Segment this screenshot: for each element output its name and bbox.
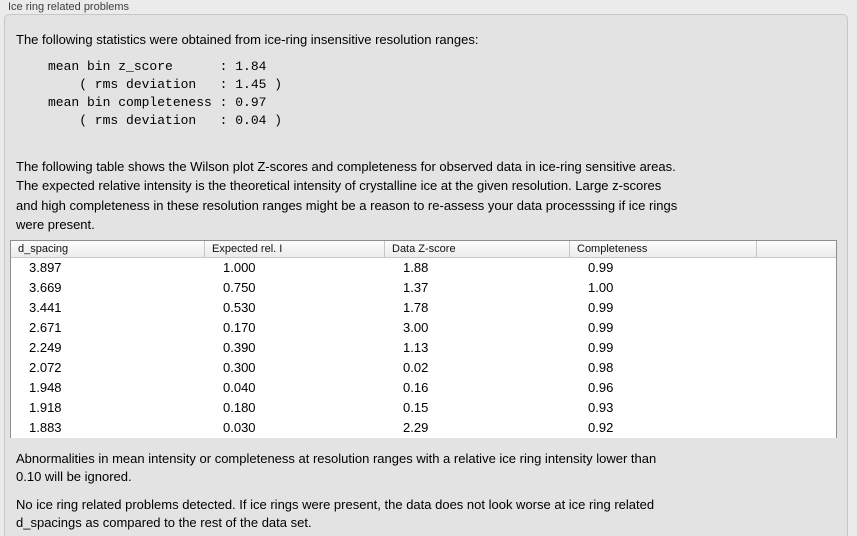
cell-d-spacing: 2.249 bbox=[29, 340, 62, 355]
description-line: were present. bbox=[16, 217, 95, 232]
cell-data-z-score: 1.88 bbox=[403, 260, 429, 275]
ignore-note-line: Abnormalities in mean intensity or compl… bbox=[16, 451, 657, 466]
statistics-block: mean bin z_score : 1.84 ( rms deviation … bbox=[48, 59, 283, 128]
cell-d-spacing: 2.072 bbox=[29, 360, 62, 375]
table-row[interactable]: 2.671 0.170 3.00 0.99 bbox=[11, 318, 836, 338]
column-header-d-spacing[interactable]: d_spacing bbox=[11, 241, 205, 257]
description-line: The expected relative intensity is the t… bbox=[16, 178, 662, 193]
cell-completeness: 0.99 bbox=[588, 320, 614, 335]
description-line: The following table shows the Wilson plo… bbox=[16, 159, 676, 174]
description-line: and high completeness in these resolutio… bbox=[16, 198, 678, 213]
ignore-note-line: 0.10 will be ignored. bbox=[16, 469, 132, 484]
cell-d-spacing: 1.948 bbox=[29, 380, 62, 395]
table-row[interactable]: 3.669 0.750 1.37 1.00 bbox=[11, 278, 836, 298]
cell-expected-rel-i: 1.000 bbox=[223, 260, 256, 275]
cell-data-z-score: 0.15 bbox=[403, 400, 429, 415]
conclusion-line: No ice ring related problems detected. I… bbox=[16, 497, 655, 512]
cell-data-z-score: 0.16 bbox=[403, 380, 429, 395]
cell-data-z-score: 2.29 bbox=[403, 420, 429, 435]
cell-expected-rel-i: 0.300 bbox=[223, 360, 256, 375]
cell-expected-rel-i: 0.030 bbox=[223, 420, 256, 435]
column-header-spacer bbox=[757, 241, 836, 257]
cell-data-z-score: 1.37 bbox=[403, 280, 429, 295]
cell-expected-rel-i: 0.170 bbox=[223, 320, 256, 335]
ice-ring-table[interactable]: d_spacing Expected rel. I Data Z-score C… bbox=[10, 240, 837, 438]
cell-completeness: 0.99 bbox=[588, 340, 614, 355]
column-header-data-z-score[interactable]: Data Z-score bbox=[385, 241, 570, 257]
cell-expected-rel-i: 0.530 bbox=[223, 300, 256, 315]
cell-d-spacing: 3.897 bbox=[29, 260, 62, 275]
cell-completeness: 0.92 bbox=[588, 420, 614, 435]
table-row[interactable]: 2.249 0.390 1.13 0.99 bbox=[11, 338, 836, 358]
intro-text: The following statistics were obtained f… bbox=[16, 32, 479, 47]
cell-completeness: 0.93 bbox=[588, 400, 614, 415]
groupbox-title: Ice ring related problems bbox=[8, 1, 130, 13]
cell-completeness: 1.00 bbox=[588, 280, 614, 295]
cell-d-spacing: 1.883 bbox=[29, 420, 62, 435]
table-header-row: d_spacing Expected rel. I Data Z-score C… bbox=[11, 241, 836, 258]
cell-completeness: 0.96 bbox=[588, 380, 614, 395]
cell-completeness: 0.99 bbox=[588, 300, 614, 315]
conclusion-line: d_spacings as compared to the rest of th… bbox=[16, 515, 312, 530]
table-row[interactable]: 3.441 0.530 1.78 0.99 bbox=[11, 298, 836, 318]
table-row[interactable]: 2.072 0.300 0.02 0.98 bbox=[11, 358, 836, 378]
table-row[interactable]: 1.918 0.180 0.15 0.93 bbox=[11, 398, 836, 418]
column-header-expected-rel-i[interactable]: Expected rel. I bbox=[205, 241, 385, 257]
cell-completeness: 0.99 bbox=[588, 260, 614, 275]
table-row[interactable]: 3.897 1.000 1.88 0.99 bbox=[11, 258, 836, 278]
cell-data-z-score: 1.78 bbox=[403, 300, 429, 315]
cell-expected-rel-i: 0.180 bbox=[223, 400, 256, 415]
cell-data-z-score: 0.02 bbox=[403, 360, 429, 375]
cell-d-spacing: 3.441 bbox=[29, 300, 62, 315]
cell-d-spacing: 3.669 bbox=[29, 280, 62, 295]
cell-data-z-score: 1.13 bbox=[403, 340, 429, 355]
cell-d-spacing: 2.671 bbox=[29, 320, 62, 335]
cell-completeness: 0.98 bbox=[588, 360, 614, 375]
column-header-completeness[interactable]: Completeness bbox=[570, 241, 757, 257]
cell-d-spacing: 1.918 bbox=[29, 400, 62, 415]
cell-data-z-score: 3.00 bbox=[403, 320, 429, 335]
cell-expected-rel-i: 0.750 bbox=[223, 280, 256, 295]
table-row[interactable]: 1.948 0.040 0.16 0.96 bbox=[11, 378, 836, 398]
table-row[interactable]: 1.883 0.030 2.29 0.92 bbox=[11, 418, 836, 438]
cell-expected-rel-i: 0.390 bbox=[223, 340, 256, 355]
cell-expected-rel-i: 0.040 bbox=[223, 380, 256, 395]
